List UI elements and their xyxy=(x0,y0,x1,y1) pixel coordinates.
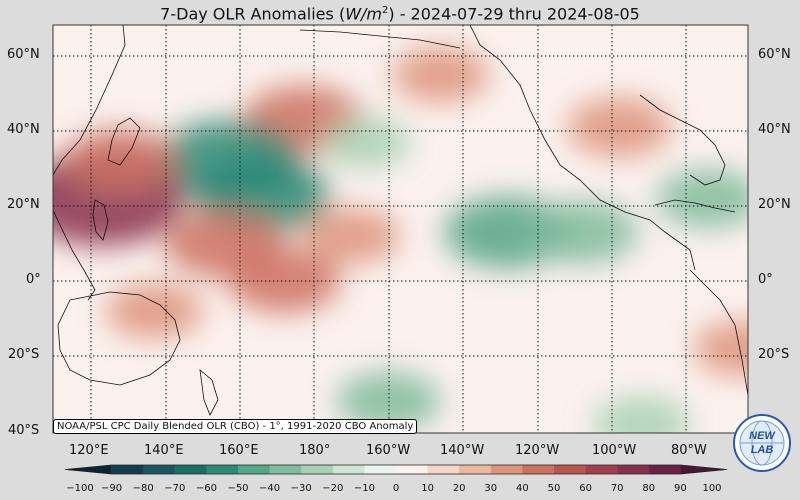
lon-label-140e: 140°E xyxy=(144,443,184,458)
lat-label-left-60n: 60°N xyxy=(7,47,40,62)
logo-text-top: NEW xyxy=(749,430,776,442)
anomaly-blob xyxy=(228,249,341,313)
lon-label-160w: 160°W xyxy=(366,443,411,458)
colorbar-swatch xyxy=(427,465,460,474)
lat-label-left-40n: 40°N xyxy=(7,122,40,137)
colorbar-swatch xyxy=(617,465,650,474)
colorbar-tick-label: 20 xyxy=(452,483,466,494)
lat-label-left-eq: 0° xyxy=(26,272,41,287)
colorbar-swatch xyxy=(238,465,271,474)
anomaly-field xyxy=(53,47,748,433)
colorbar-tick-label: −70 xyxy=(164,483,186,494)
colorbar-swatch xyxy=(554,465,587,474)
title-unit: W/m xyxy=(345,4,382,24)
colorbar-swatch xyxy=(111,465,144,474)
colorbar-swatch xyxy=(174,465,207,474)
colorbar-tick-label: 50 xyxy=(547,483,561,494)
colorbar-swatch xyxy=(522,465,555,474)
colorbar-tick-label: −90 xyxy=(101,483,123,494)
title-unit-exponent: 2 xyxy=(381,5,389,16)
colorbar-tick-label: −80 xyxy=(132,483,154,494)
lon-label-160e: 160°E xyxy=(219,443,259,458)
colorbar-tick-label: −10 xyxy=(353,483,375,494)
colorbar-swatch xyxy=(332,465,365,474)
anomaly-blob xyxy=(567,97,672,158)
lon-label-100w: 100°W xyxy=(592,443,637,458)
lon-label-180: 180° xyxy=(299,443,331,458)
colorbar-swatch xyxy=(65,465,112,474)
map-title: 7-Day OLR Anomalies (W/m2) - 2024-07-29 … xyxy=(0,0,800,24)
colorbar-tick-label: 0 xyxy=(392,483,400,494)
colorbar-tick-label: −40 xyxy=(259,483,281,494)
anomaly-blob xyxy=(693,320,748,377)
lon-gridlines xyxy=(90,25,687,433)
lon-label-140w: 140°W xyxy=(440,443,485,458)
lon-label-120w: 120°W xyxy=(515,443,560,458)
anomaly-blob xyxy=(392,47,489,103)
colorbar-tick-label: 100 xyxy=(702,483,722,494)
anomaly-blob xyxy=(105,283,203,339)
colorbar-tick-label: 30 xyxy=(484,483,498,494)
coastlines xyxy=(53,25,748,416)
colorbar-tick-label: 40 xyxy=(516,483,529,494)
anomaly-blob xyxy=(303,208,400,264)
lat-label-left-20s: 20°S xyxy=(8,347,40,362)
lat-label-right-60n: 60°N xyxy=(758,47,791,62)
colorbar-swatch xyxy=(396,465,429,474)
colorbar-tick-label: −20 xyxy=(322,483,344,494)
colorbar-tick-label: −50 xyxy=(227,483,249,494)
globe-logo-icon: NEW LAB xyxy=(733,414,791,472)
lat-label-right-eq: 0° xyxy=(758,272,773,287)
colorbar-tick-label: −100 xyxy=(66,483,94,494)
lat-label-left-40s: 40°S xyxy=(8,423,40,438)
colorbar-swatch xyxy=(648,465,681,474)
lat-label-right-20s: 20°S xyxy=(758,347,790,362)
colorbar-tick-label: 90 xyxy=(674,483,687,494)
colorbar-tick-label: −30 xyxy=(290,483,312,494)
colorbar xyxy=(64,464,728,475)
logo-text-bottom: LAB xyxy=(751,444,774,456)
anomaly-blob xyxy=(321,116,411,168)
colorbar-swatch xyxy=(459,465,492,474)
lat-label-left-20n: 20°N xyxy=(7,197,40,212)
colorbar-swatch xyxy=(680,465,727,474)
lon-label-80w: 80°W xyxy=(671,443,707,458)
anomaly-blob xyxy=(656,168,748,229)
colorbar-outline xyxy=(64,464,728,475)
colorbar-swatch xyxy=(585,465,618,474)
data-source-caption: NOAA/PSL CPC Daily Blended OLR (CBO) - 1… xyxy=(53,419,418,434)
colorbar-tick-label: 60 xyxy=(579,483,592,494)
title-suffix: ) - 2024-07-29 thru 2024-08-05 xyxy=(388,4,640,24)
title-prefix: 7-Day OLR Anomalies ( xyxy=(160,4,346,24)
lat-label-right-40n: 40°N xyxy=(758,122,791,137)
colorbar-swatch xyxy=(143,465,176,474)
colorbar-swatch xyxy=(301,465,334,474)
anomaly-blob xyxy=(526,200,639,265)
lat-label-right-20n: 20°N xyxy=(758,197,791,212)
colorbar-tick-label: 70 xyxy=(610,483,624,494)
colorbar-swatch xyxy=(490,465,523,474)
colorbar-tick-label: 80 xyxy=(642,483,656,494)
anomaly-blob xyxy=(593,395,690,433)
colorbar-swatch xyxy=(269,465,302,474)
colorbar-swatch xyxy=(206,465,239,474)
colorbar-tick-label: −60 xyxy=(195,483,217,494)
newlab-logo: NEW LAB xyxy=(732,413,792,473)
colorbar-swatch xyxy=(364,465,397,474)
anomaly-blob xyxy=(64,129,177,193)
colorbar-tick-label: 10 xyxy=(421,483,434,494)
lon-label-120e: 120°E xyxy=(69,443,109,458)
